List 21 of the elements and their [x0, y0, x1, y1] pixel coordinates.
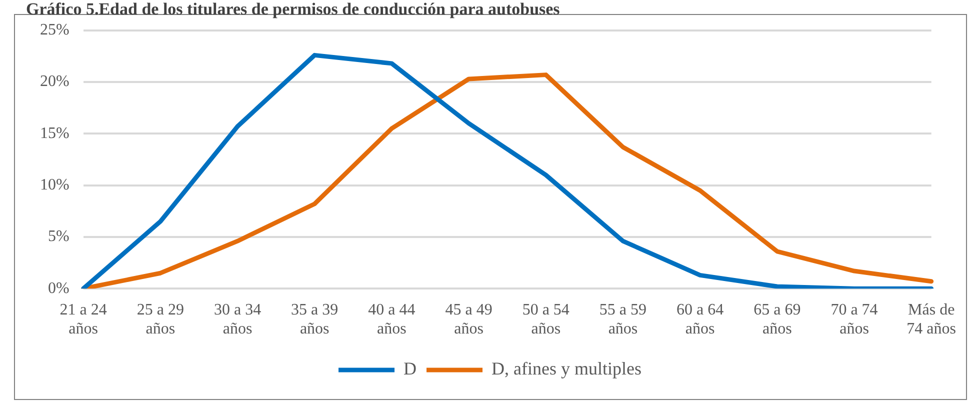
x-tick-label: 60 a 64 años: [676, 301, 724, 338]
y-tick-label: 25%: [40, 22, 70, 39]
y-tick-label: 5%: [48, 228, 70, 246]
x-tick-label: 70 a 74 años: [830, 301, 878, 338]
x-tick-label: 50 a 54 años: [522, 301, 570, 338]
y-tick-label: 20%: [40, 73, 70, 90]
x-tick-label: 65 a 69 años: [754, 301, 801, 338]
legend-label: D, afines y multiples: [492, 358, 642, 379]
x-tick-label: Más de 74 años: [906, 301, 956, 338]
legend-label: D: [404, 358, 417, 379]
y-tick-label: 10%: [40, 176, 70, 194]
x-tick-label: 30 a 34 años: [214, 301, 262, 338]
x-tick-label: 35 a 39 años: [291, 301, 338, 338]
x-tick-label: 25 a 29 años: [136, 301, 184, 338]
x-tick-label: 45 a 49 años: [445, 301, 492, 338]
x-tick-label: 40 a 44 años: [368, 301, 416, 338]
x-tick-label: 21 a 24 años: [60, 301, 107, 338]
y-tick-label: 0%: [48, 280, 70, 297]
y-tick-label: 15%: [40, 124, 70, 142]
chart-title: Gráfico 5.Edad de los titulares de permisos de conducción para autobuses: [26, 0, 560, 19]
x-tick-label: 55 a 59 años: [599, 301, 647, 338]
